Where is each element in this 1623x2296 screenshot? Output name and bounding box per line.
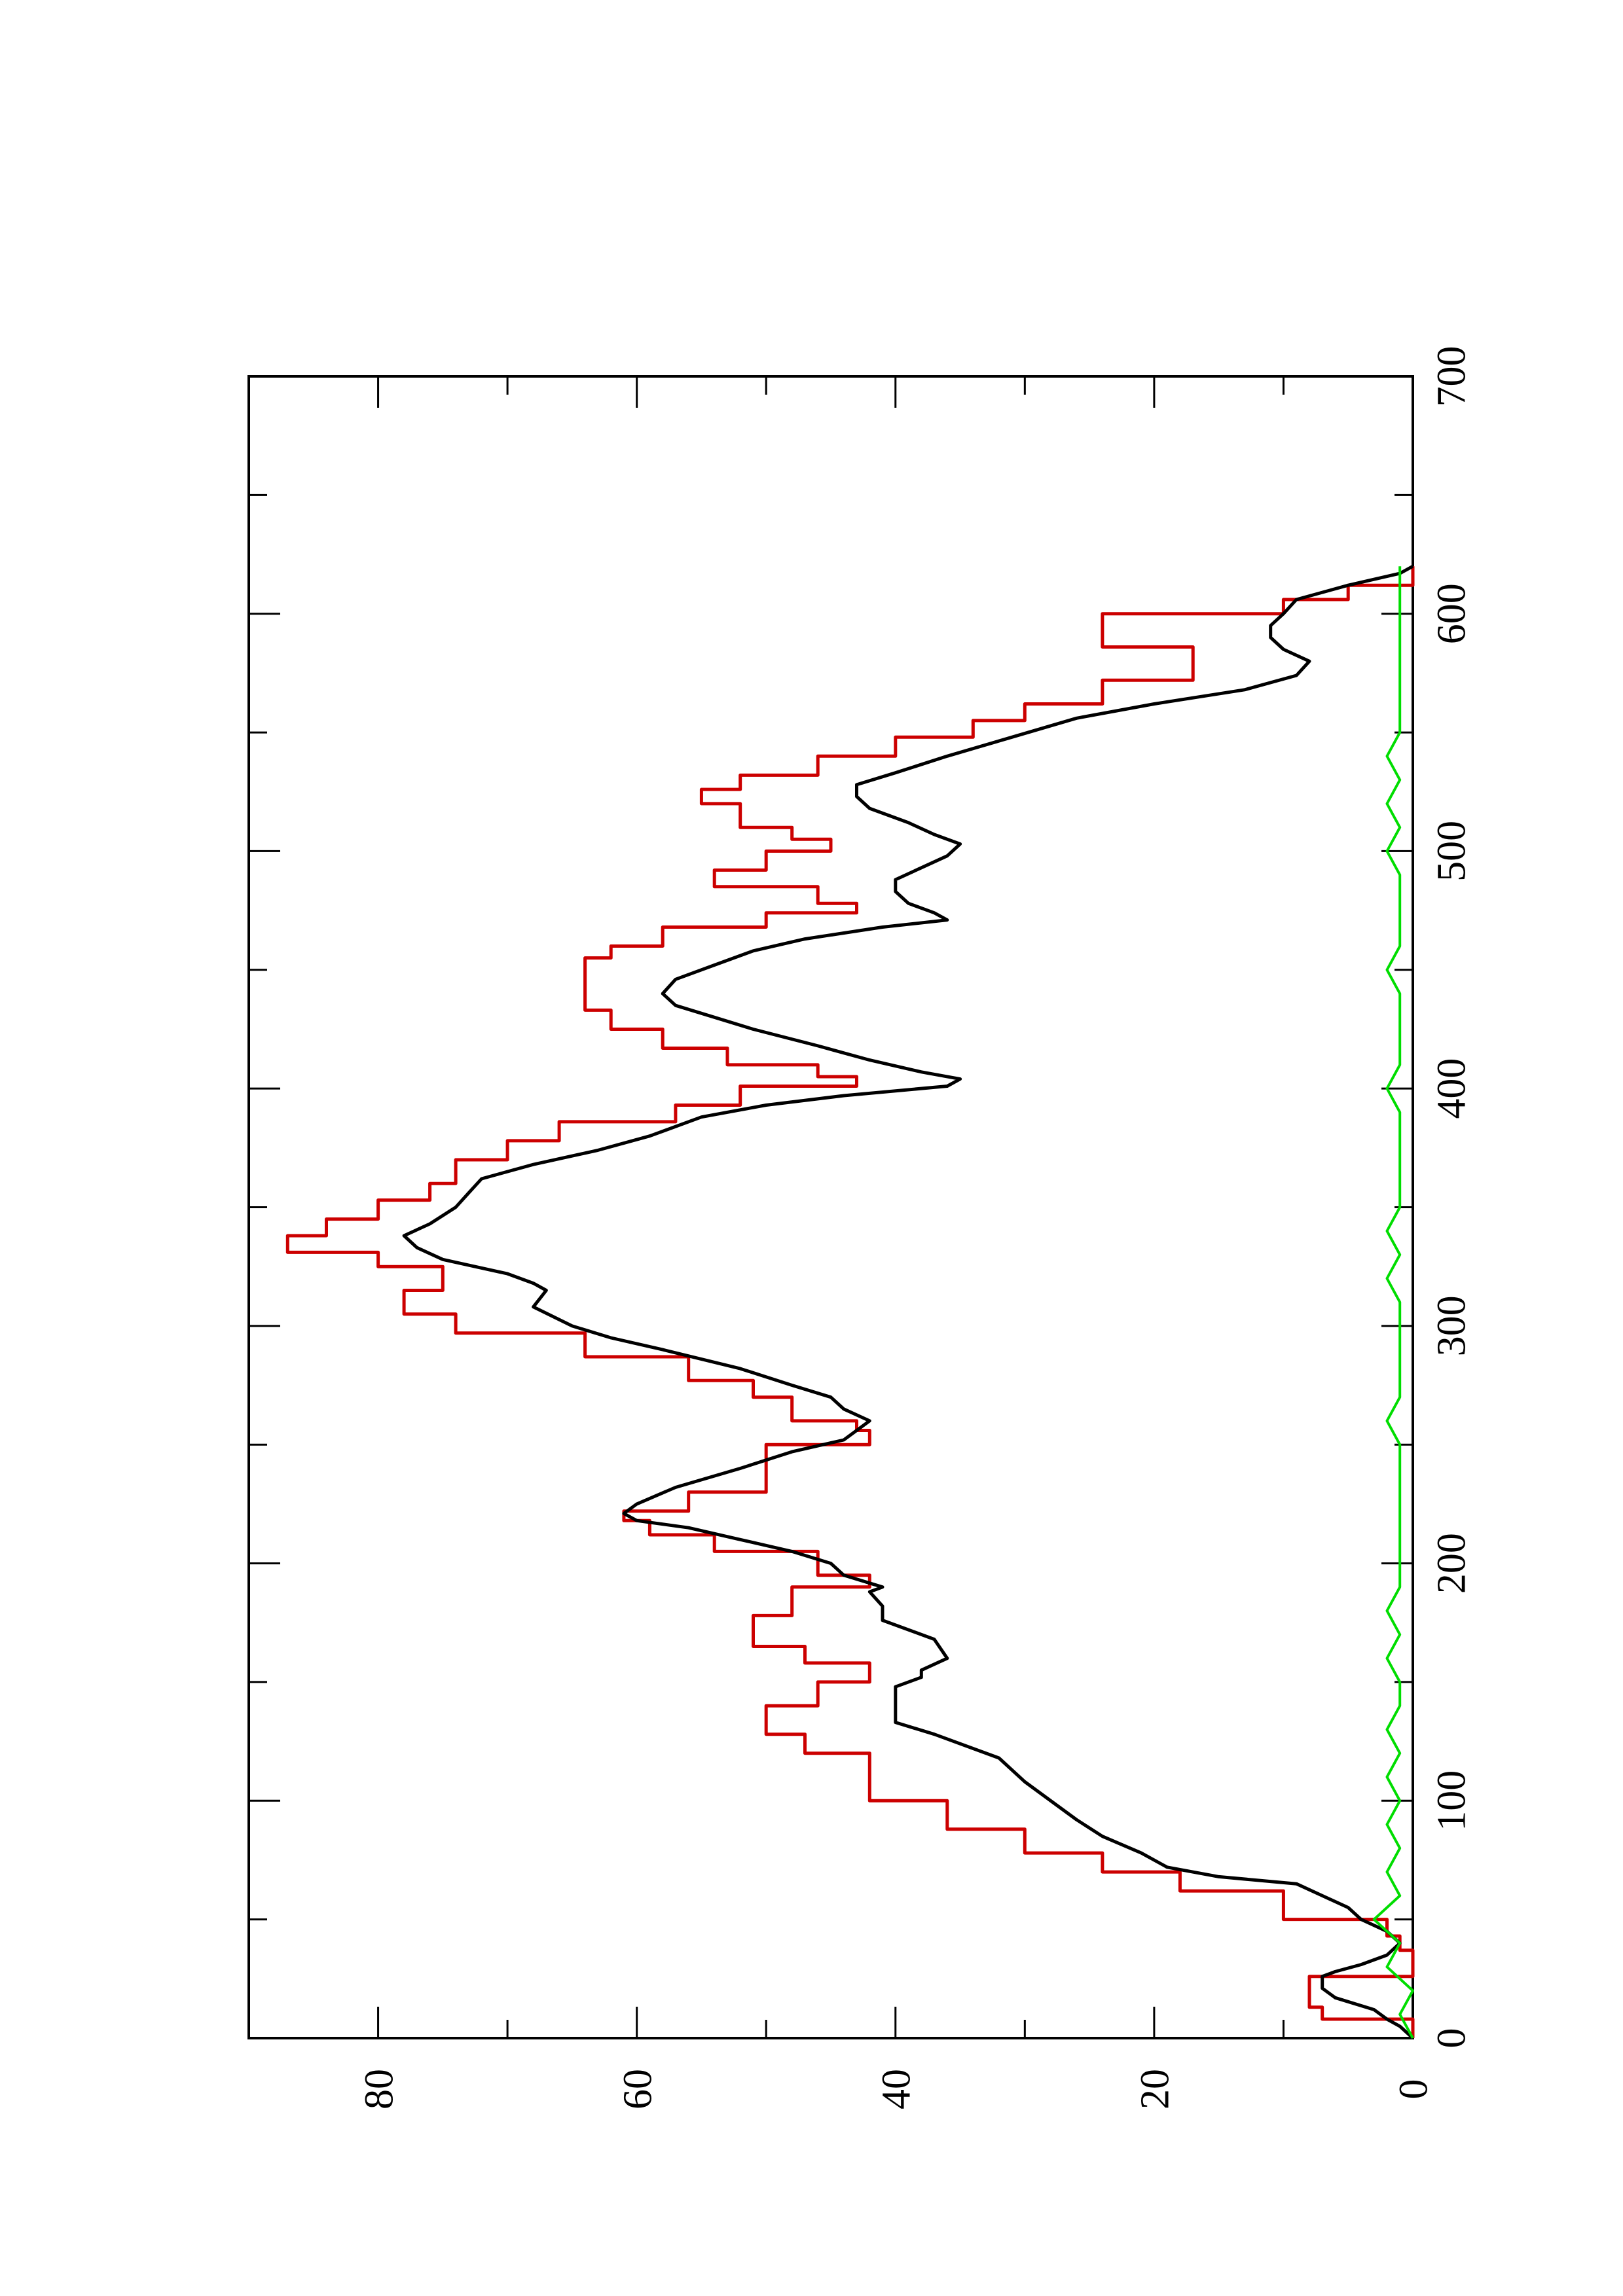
x-tick-label: 100 — [1430, 1770, 1474, 1831]
x-tick-label: 500 — [1430, 821, 1474, 882]
x-tick-label: 600 — [1430, 583, 1474, 644]
x-tick-label: 300 — [1430, 1295, 1474, 1356]
plot-frame — [247, 375, 1414, 2039]
x-tick-label: 0 — [1430, 2028, 1474, 2049]
series-line-1 — [285, 566, 1415, 2038]
y-tick-label: 80 — [357, 2069, 401, 2109]
y-tick-label: 60 — [615, 2069, 660, 2109]
y-tick-label: 20 — [1133, 2069, 1178, 2109]
series-line-2 — [402, 565, 1414, 2039]
plot-area: 0 100 200 300 400 500 600 700 0 20 40 60 80 — [247, 346, 1474, 2109]
y-tick-label: 40 — [874, 2069, 919, 2109]
x-tick-label: 400 — [1430, 1058, 1474, 1119]
y-tick-label: 0 — [1392, 2079, 1436, 2100]
series-line-3 — [1372, 566, 1414, 2039]
x-tick-label: 200 — [1430, 1533, 1474, 1594]
x-tick-label: 700 — [1430, 346, 1474, 407]
